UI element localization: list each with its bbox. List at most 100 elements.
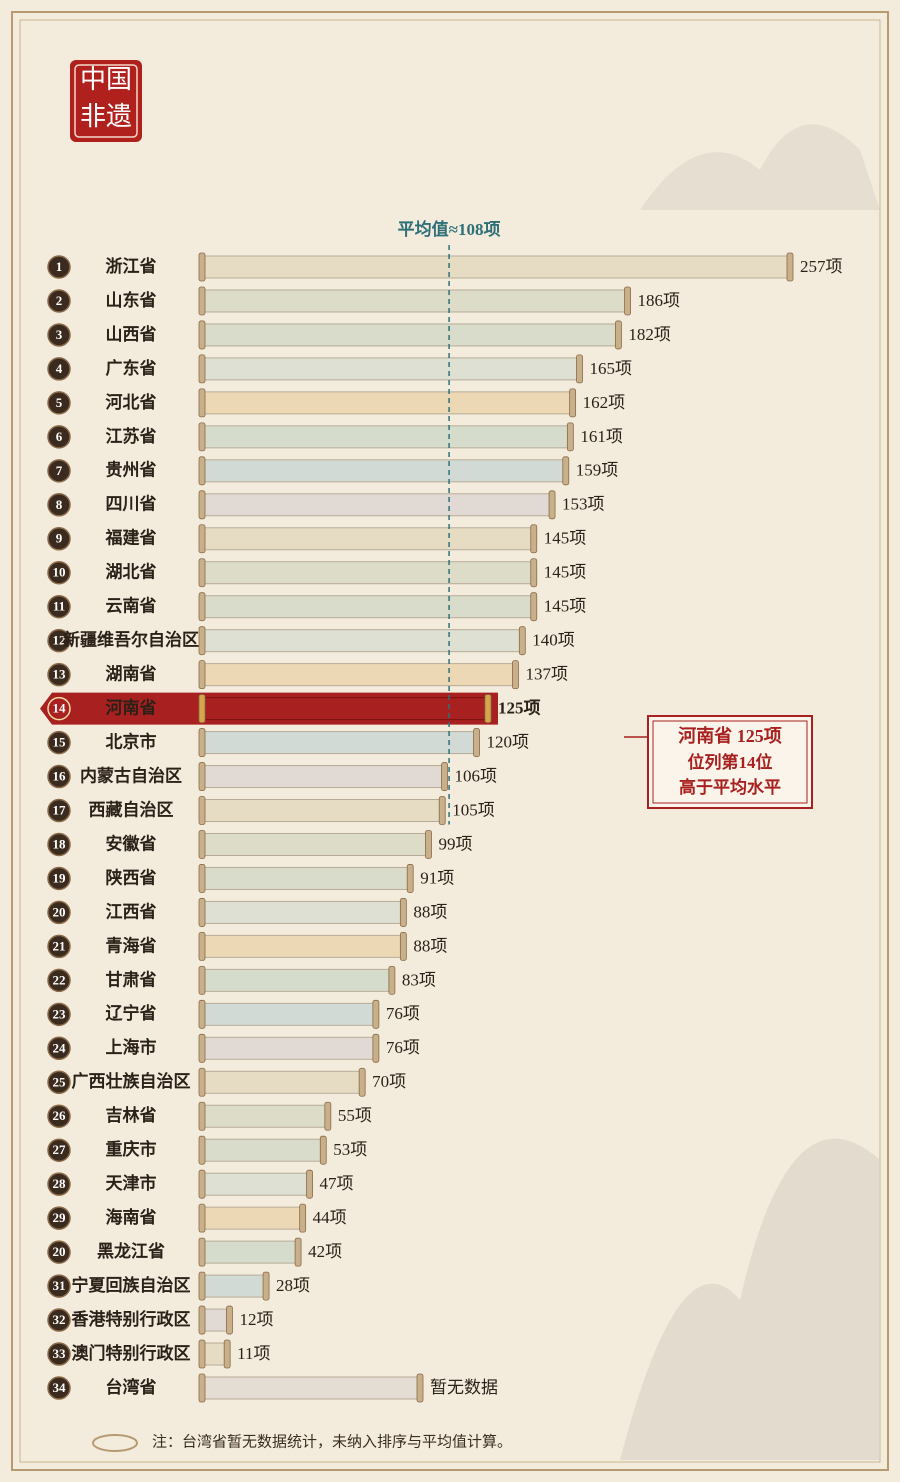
scroll-roller [416,1373,424,1403]
value-label: 161项 [580,427,623,446]
rank-badge [47,493,71,517]
rank-badge [47,1070,71,1095]
rank-badge [47,527,71,551]
rank-label: 15 [53,735,67,750]
category-label: 台湾省 [106,1377,157,1397]
scroll-roller [198,286,206,316]
footnote: 注：台湾省暂无数据统计，未纳入排序与平均值计算。 [152,1432,512,1450]
value-label: 120项 [487,732,529,751]
scroll-roller [198,490,206,520]
value-label: 186项 [638,291,681,310]
category-label: 江西省 [106,901,157,921]
rank-label: 24 [53,1040,67,1055]
value-label: 145项 [544,597,587,616]
category-label: 陕西省 [106,867,157,887]
category-label: 黑龙江省 [97,1241,165,1261]
rank-label: 7 [56,463,63,478]
rank-label: 16 [53,769,67,784]
rank-badge [47,1342,71,1366]
scroll-roller [198,898,206,927]
value-label: 182项 [628,325,671,344]
seal-text: 非遗 [80,102,132,131]
category-label: 四川省 [106,494,157,514]
scroll-roller [198,762,206,791]
bar [201,595,535,619]
scroll-roller [198,320,206,350]
bar [201,1308,230,1332]
value-label: 88项 [413,902,447,921]
rank-badge [47,1274,71,1298]
category-label: 青海省 [106,935,157,955]
rank-label: 20 [53,1244,66,1259]
bar [201,663,516,687]
seal-border [74,64,138,138]
category-label: 湖南省 [106,664,157,684]
scroll-roller [530,524,538,554]
rank-label: 10 [53,565,66,580]
bar [201,799,443,823]
rank-badge [47,662,71,687]
value-label: 12项 [239,1310,273,1329]
rank-label: 13 [53,667,67,682]
rank-label: 8 [56,497,63,512]
rank-badge [47,798,71,823]
scroll-roller [399,931,407,961]
scroll-roller [198,456,206,486]
rank-label: 21 [53,938,66,953]
scroll-roller [198,728,206,757]
scroll-roller [198,388,206,418]
scroll-roller [306,1169,313,1199]
bar [201,289,629,313]
scroll-roller [198,1033,206,1063]
rank-badge [47,323,71,347]
scroll-roller [388,965,396,995]
category-label: 天津市 [106,1173,157,1193]
scroll-roller [548,490,556,520]
bar [201,255,791,279]
category-label: 河北省 [106,392,157,412]
scroll-roller [262,1271,270,1301]
cloud-icon [92,1434,138,1452]
rank-label: 14 [53,701,67,716]
scroll-roller [294,1237,302,1267]
bar [201,1002,377,1026]
value-label: 47项 [320,1174,354,1193]
rank-badge [47,255,71,279]
bar [201,323,619,347]
rank-label: 4 [56,361,63,376]
category-label: 新疆维吾尔自治区 [63,630,199,650]
rank-label: 19 [53,870,67,885]
value-label: 140项 [532,631,575,650]
value-label: 137项 [525,665,568,684]
scroll-roller [198,252,206,282]
value-label: 83项 [402,970,436,989]
mountain [620,1138,880,1460]
scroll-roller [198,1339,206,1369]
scroll-roller [223,1339,231,1369]
value-label: 159项 [576,461,619,480]
bar [201,832,430,856]
bar [201,1138,324,1162]
rank-label: 11 [53,599,65,614]
scroll-roller [198,931,206,961]
scroll-roller [198,626,206,656]
rank-badge [47,628,71,653]
rank-badge [47,1036,71,1061]
bar [201,357,581,381]
bar [201,527,535,551]
category-label: 福建省 [105,528,157,548]
rank-badge [47,866,71,891]
value-label: 28项 [276,1276,310,1295]
rank-badge [47,594,71,619]
callout-text: 位列第14位 [688,752,773,772]
bar [201,968,393,992]
scroll-roller [198,592,206,622]
scroll-roller [198,965,206,995]
category-label: 香港特别行政区 [72,1309,191,1329]
category-label: 上海市 [106,1037,157,1057]
bar [201,1036,377,1060]
bar [201,561,535,585]
rank-badge [47,1240,71,1264]
scroll-roller [624,286,631,316]
